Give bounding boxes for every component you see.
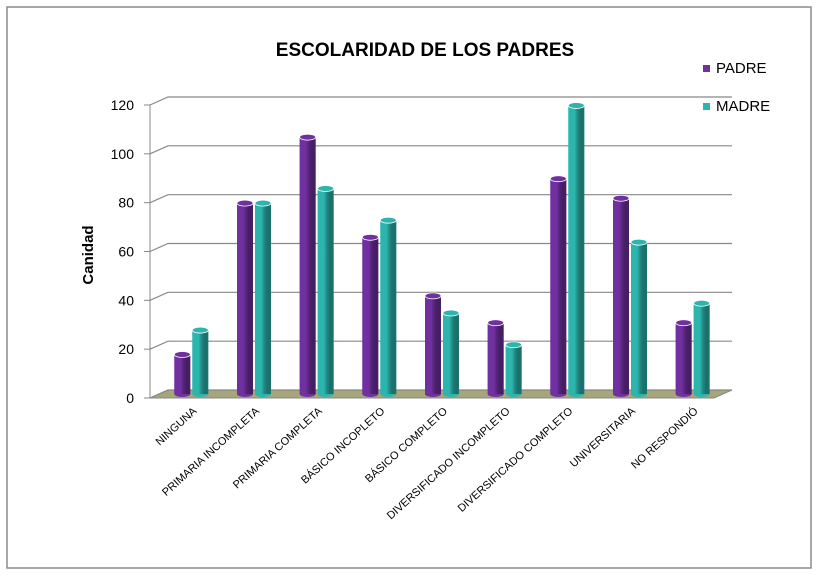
bar-top xyxy=(693,299,711,307)
legend-swatch xyxy=(703,65,710,72)
bar-top xyxy=(567,102,585,109)
bar-top xyxy=(236,199,254,207)
bar-top xyxy=(379,216,397,224)
y-tick-label: 120 xyxy=(111,97,135,113)
bar-top xyxy=(361,233,379,241)
grid-line xyxy=(149,389,732,399)
bar-shade xyxy=(192,330,209,394)
grid-line xyxy=(149,145,732,155)
bar-shade xyxy=(317,188,334,394)
grid-line xyxy=(149,96,732,106)
bar-shade xyxy=(299,137,316,394)
bar-shade xyxy=(443,312,459,394)
bar-top xyxy=(173,351,191,358)
bar-shade xyxy=(613,198,629,394)
y-tick-label: 60 xyxy=(118,244,134,260)
bar-shade xyxy=(675,322,692,394)
y-axis-label: Canidad xyxy=(80,225,97,284)
y-tick-label: 80 xyxy=(118,195,134,211)
chart-title: ESCOLARIDAD DE LOS PADRES xyxy=(276,40,574,61)
bar-top xyxy=(254,199,272,207)
bar-shade xyxy=(237,203,253,394)
bar-top xyxy=(191,326,209,334)
bar-top xyxy=(612,194,630,202)
bar-top xyxy=(505,341,523,349)
bar-top xyxy=(317,185,335,192)
bar-shade xyxy=(174,354,191,394)
bar-top xyxy=(442,309,460,317)
bar-shade xyxy=(631,242,647,394)
y-tick-label: 100 xyxy=(111,146,135,162)
legend-swatch xyxy=(703,103,710,110)
grid-line xyxy=(149,340,732,350)
bar-top xyxy=(675,319,693,327)
y-tick-label: 0 xyxy=(126,390,134,406)
bar-top xyxy=(487,319,505,327)
bar-shade xyxy=(505,344,522,394)
bar-shade xyxy=(693,303,710,394)
y-tick-label: 40 xyxy=(118,292,134,308)
bar-shade xyxy=(362,237,379,394)
chart-border xyxy=(6,6,812,569)
grid-line xyxy=(149,291,732,301)
bar-shade xyxy=(568,105,585,395)
bar-top xyxy=(299,133,317,141)
bar-shade xyxy=(380,220,397,394)
grid-line xyxy=(149,242,732,253)
bar-shade xyxy=(425,295,441,394)
bar-top xyxy=(424,292,442,300)
bar-shade xyxy=(255,203,271,394)
bar-shade xyxy=(487,322,504,394)
bar-top xyxy=(630,238,648,246)
bar-top xyxy=(549,175,567,183)
legend-label: MADRE xyxy=(716,98,770,115)
legend-label: PADRE xyxy=(716,60,767,77)
bar-shade xyxy=(550,178,567,394)
grid-line xyxy=(149,194,732,204)
y-tick-label: 20 xyxy=(118,341,134,357)
